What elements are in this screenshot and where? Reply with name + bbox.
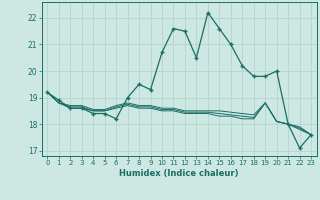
X-axis label: Humidex (Indice chaleur): Humidex (Indice chaleur) — [119, 169, 239, 178]
